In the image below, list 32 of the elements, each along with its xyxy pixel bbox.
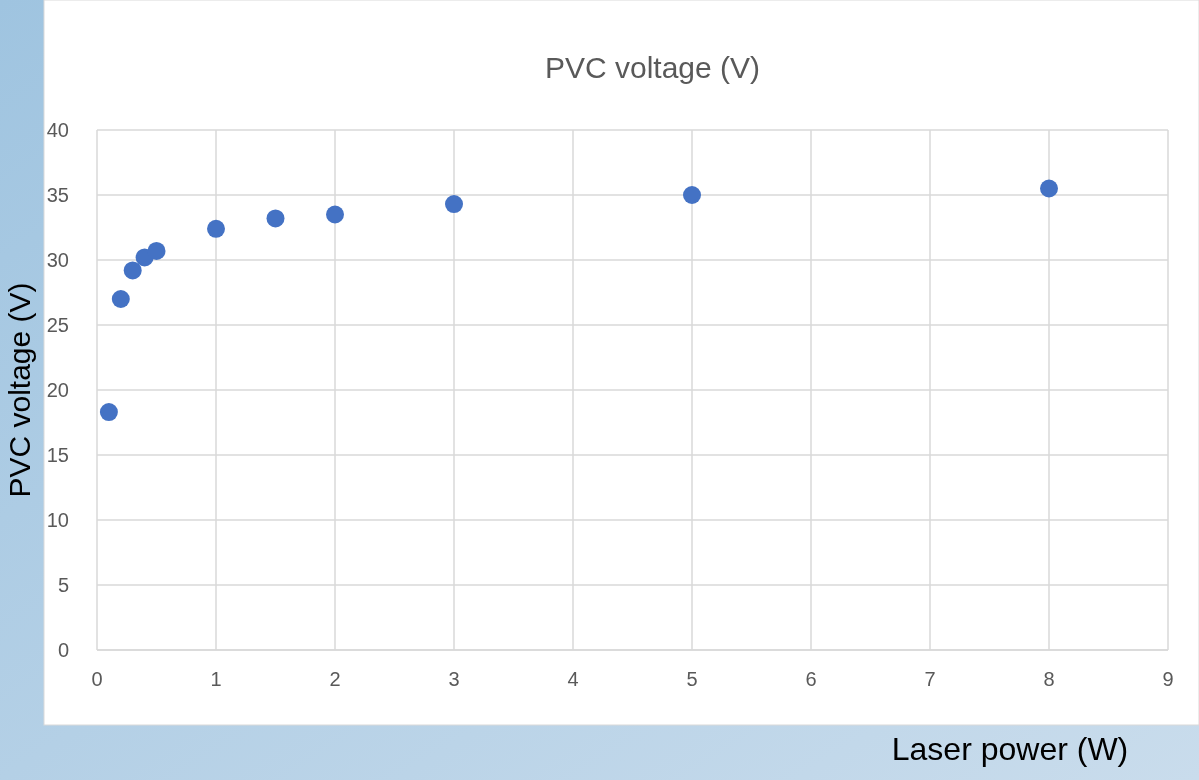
point	[123, 261, 142, 280]
point	[326, 205, 344, 224]
x-tick-label: 6	[805, 668, 817, 690]
y-axis-title: PVC voltage (V)	[3, 282, 36, 498]
x-tick-label: 0	[91, 668, 103, 690]
x-tick-label: 4	[567, 668, 579, 690]
x-tick-label: 3	[448, 668, 460, 690]
point	[99, 403, 118, 422]
y-tick-label: 15	[46, 444, 69, 466]
point	[1040, 179, 1058, 198]
point	[207, 219, 225, 238]
point	[266, 209, 285, 228]
y-tick-label: 25	[46, 314, 69, 336]
x-tick-label: 2	[329, 668, 341, 690]
point	[683, 186, 701, 204]
y-tick-label: 35	[46, 184, 69, 206]
x-axis-title: Laser power (W)	[891, 731, 1129, 767]
y-tick-label: 30	[46, 249, 69, 271]
x-tick-label: 1	[210, 668, 222, 690]
chart-title: PVC voltage (V)	[544, 51, 761, 84]
x-tick-label: 7	[924, 668, 936, 690]
x-tick-label: 5	[686, 668, 698, 690]
y-tick-label: 40	[46, 119, 69, 141]
y-tick-label: 5	[57, 574, 69, 596]
y-tick-label: 20	[46, 379, 69, 401]
x-tick-label: 9	[1162, 668, 1174, 690]
y-tick-label: 0	[57, 639, 69, 661]
x-tick-label: 8	[1043, 668, 1055, 690]
point	[147, 241, 166, 260]
point	[111, 290, 130, 308]
y-tick-label: 10	[46, 509, 69, 531]
point	[445, 195, 463, 214]
